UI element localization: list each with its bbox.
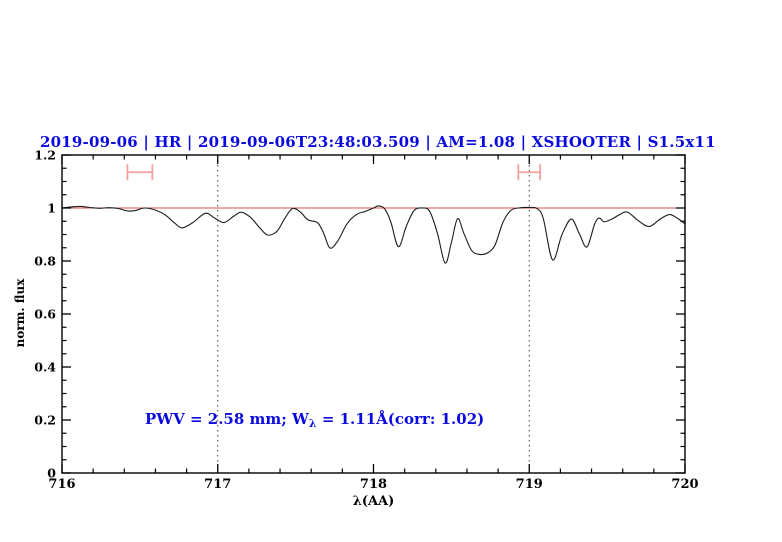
pwv-annotation-value: = 1.11Å(corr: 1.02)	[316, 410, 485, 428]
spectrum-line	[61, 205, 686, 264]
plot-title: 2019-09-06 | HR | 2019-09-06T23:48:03.50…	[40, 133, 716, 151]
y-tick-label: 0	[47, 466, 56, 481]
x-tick-label: 719	[516, 477, 543, 492]
y-axis-label: norm. flux	[13, 278, 27, 348]
x-tick-label: 717	[204, 477, 231, 492]
y-tick-label: 1	[47, 201, 56, 216]
pwv-annotation-text: PWV = 2.58 mm; W	[145, 410, 309, 428]
x-axis-label: λ(AA)	[352, 494, 395, 509]
lambda-subscript: λ	[308, 417, 317, 430]
y-tick-label: 0.4	[34, 360, 56, 375]
y-tick-label: 0.6	[34, 307, 56, 322]
y-tick-label: 0.2	[34, 413, 56, 428]
x-tick-label: 718	[360, 477, 387, 492]
y-tick-label: 1.2	[34, 148, 56, 163]
y-tick-label: 0.8	[34, 254, 56, 269]
x-tick-label: 716	[48, 477, 75, 492]
x-tick-label: 720	[671, 477, 698, 492]
pwv-annotation: PWV = 2.58 mm; Wλ = 1.11Å(corr: 1.02)	[145, 410, 484, 430]
